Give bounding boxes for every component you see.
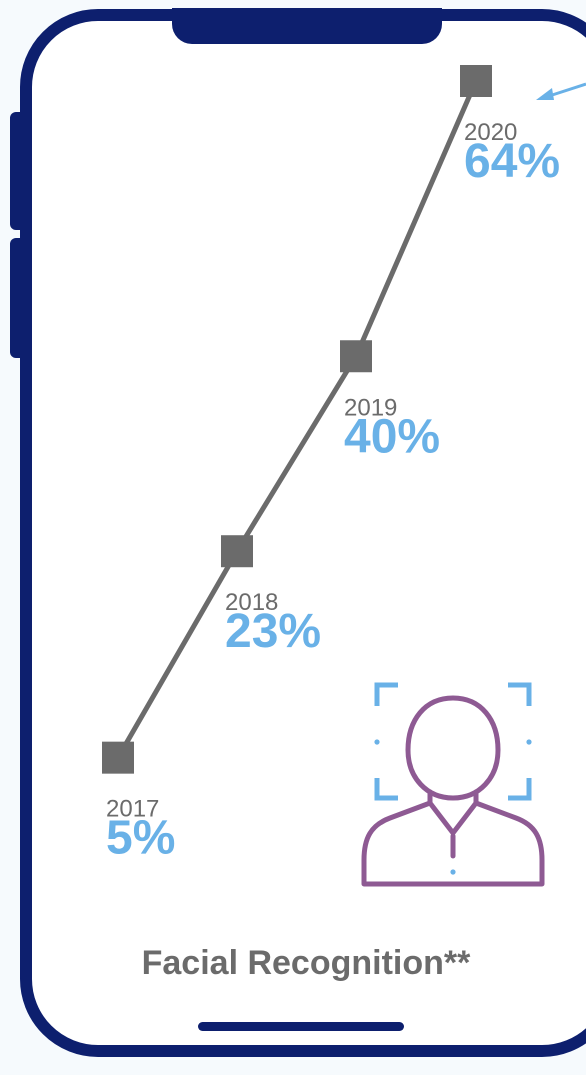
face-recognition-icon: [361, 682, 545, 887]
data-point-2020: [460, 65, 492, 97]
value-label-2017: 5%: [106, 812, 175, 865]
year-label-2017: 2017: [106, 796, 159, 823]
home-indicator: [198, 1022, 404, 1031]
data-point-2019: [340, 340, 372, 373]
arrow-icon: [536, 82, 586, 100]
year-label-2019: 2019: [344, 394, 397, 421]
person-silhouette: [361, 695, 545, 887]
chart-title: Facial Recognition**: [141, 944, 471, 982]
value-label-2018: 23%: [225, 605, 321, 658]
scan-frame-corners: [374, 682, 532, 801]
phone-notch: [172, 8, 442, 44]
value-label-2019: 40%: [344, 410, 440, 463]
value-label-2020: 64%: [464, 135, 560, 188]
year-label-2018: 2018: [225, 589, 278, 616]
year-label-2020: 2020: [464, 119, 517, 146]
series-line: [115, 80, 479, 759]
scan-frame-dots: [374, 739, 532, 875]
data-point-2017: [102, 741, 134, 774]
data-point-2018: [221, 535, 253, 568]
